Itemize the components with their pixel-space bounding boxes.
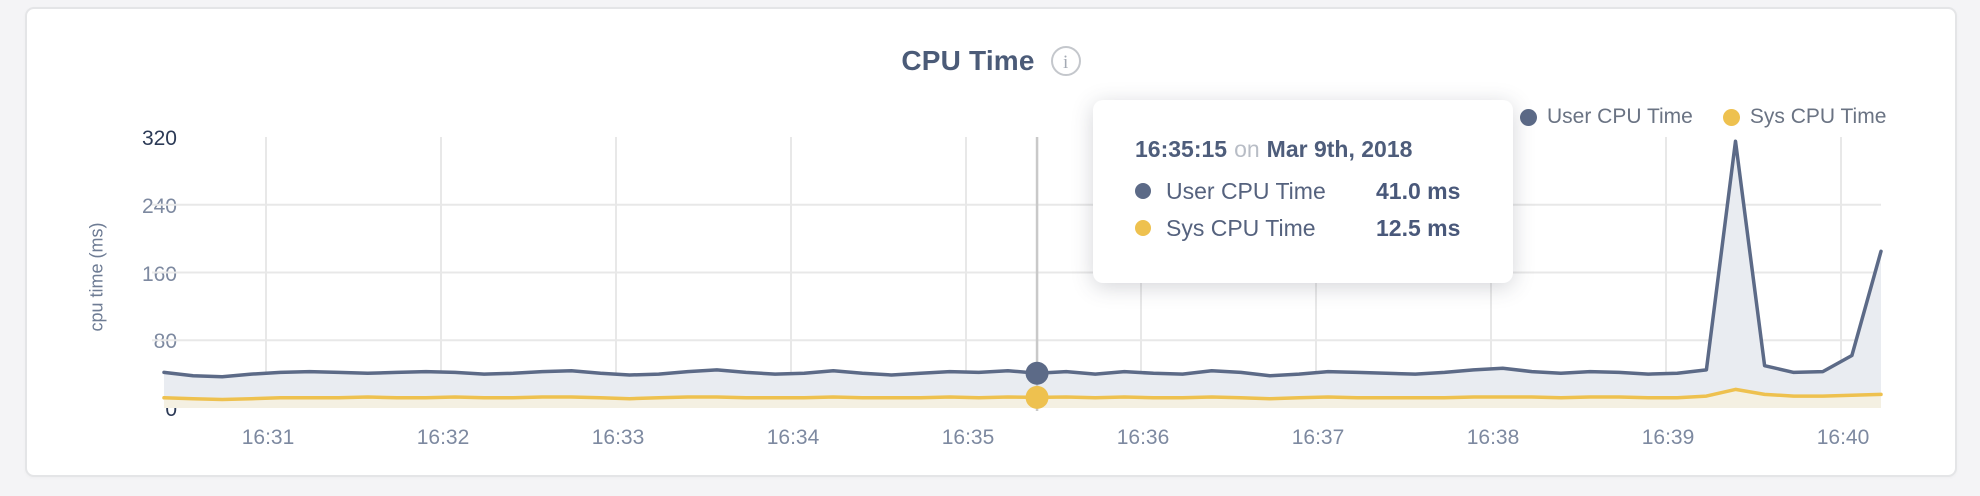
tooltip-time: 16:35:15 <box>1135 136 1228 162</box>
tooltip-series-label: User CPU Time <box>1166 177 1326 204</box>
legend-item-user-cpu[interactable]: User CPU Time <box>1520 105 1693 129</box>
x-tick-label: 16:33 <box>591 426 645 449</box>
tooltip-row-sys-cpu: Sys CPU Time 12.5 ms <box>1135 213 1513 243</box>
user-cpu-dot-icon <box>1135 183 1151 199</box>
tooltip-date: Mar 9th, 2018 <box>1266 136 1413 162</box>
chart-header: CPU Time i <box>27 45 1955 77</box>
user-cpu-area <box>164 141 1881 408</box>
x-tick-label: 16:38 <box>1466 426 1520 449</box>
x-tick-label: 16:35 <box>941 426 995 449</box>
legend-label: Sys CPU Time <box>1749 105 1887 128</box>
x-tick-label: 16:31 <box>241 426 295 449</box>
tooltip-row-user-cpu: User CPU Time 41.0 ms <box>1135 176 1513 206</box>
x-tick-label: 16:34 <box>766 426 820 449</box>
y-tick-label: 160 <box>141 262 177 286</box>
sys-cpu-hover-marker <box>1025 385 1049 409</box>
sys-cpu-line <box>162 387 1883 402</box>
info-icon[interactable]: i <box>1050 46 1081 76</box>
tooltip-series-label: Sys CPU Time <box>1166 214 1316 241</box>
sys-cpu-legend-dot <box>1722 108 1740 126</box>
x-tick-label: 16:36 <box>1116 426 1170 449</box>
legend-item-sys-cpu[interactable]: Sys CPU Time <box>1722 105 1887 129</box>
user-cpu-hover-marker <box>1025 361 1049 385</box>
tooltip-series-value: 12.5 ms <box>1376 214 1461 241</box>
user-cpu-legend-dot <box>1520 108 1537 126</box>
y-tick-label: 0 <box>165 398 177 421</box>
x-tick-label: 16:39 <box>1641 426 1695 449</box>
sys-cpu-dot-icon <box>1135 220 1151 236</box>
tooltip-connector: on <box>1234 136 1260 162</box>
legend-label: User CPU Time <box>1547 105 1693 128</box>
y-tick-label: 240 <box>141 194 177 218</box>
y-tick-label: 80 <box>153 330 177 354</box>
chart-title: CPU Time <box>901 45 1035 76</box>
y-tick-label: 320 <box>141 127 177 150</box>
user-cpu-line <box>162 139 1883 379</box>
x-tick-label: 16:40 <box>1816 426 1870 449</box>
chart-legend: User CPU Time Sys CPU Time <box>1520 105 1886 129</box>
tooltip-header: 16:35:15 on Mar 9th, 2018 <box>1135 136 1513 163</box>
tooltip-series-value: 41.0 ms <box>1376 177 1461 204</box>
hover-tooltip: 16:35:15 on Mar 9th, 2018 User CPU Time 41… <box>1093 100 1513 283</box>
x-tick-label: 16:32 <box>416 426 470 449</box>
x-tick-label: 16:37 <box>1291 426 1345 449</box>
